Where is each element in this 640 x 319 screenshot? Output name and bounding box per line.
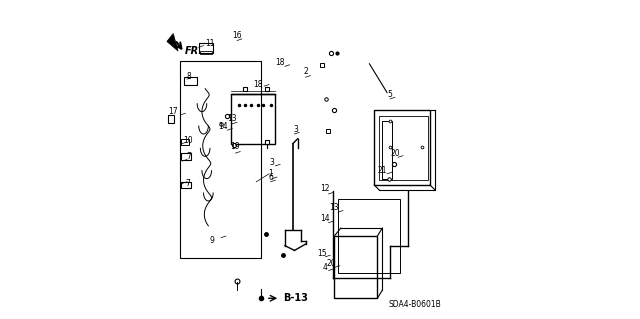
Text: 1: 1 xyxy=(268,169,273,178)
Text: 3: 3 xyxy=(294,125,298,134)
Text: 13: 13 xyxy=(330,203,339,212)
Text: 2: 2 xyxy=(303,67,308,76)
Bar xyxy=(337,199,400,273)
Bar xyxy=(199,43,213,53)
Bar xyxy=(379,116,428,180)
Text: 18: 18 xyxy=(275,58,285,67)
Text: 6: 6 xyxy=(268,173,273,182)
Text: 14: 14 xyxy=(218,122,227,130)
Bar xyxy=(181,182,191,188)
Text: 17: 17 xyxy=(168,107,178,116)
Text: 20: 20 xyxy=(390,149,400,158)
Bar xyxy=(184,77,197,85)
Text: 5: 5 xyxy=(388,90,392,99)
Text: 19: 19 xyxy=(230,142,240,151)
Text: B-13: B-13 xyxy=(284,293,308,303)
Text: 18: 18 xyxy=(253,80,262,89)
Bar xyxy=(200,51,212,54)
Text: 11: 11 xyxy=(205,39,214,48)
Text: 21: 21 xyxy=(378,166,387,175)
Polygon shape xyxy=(167,33,178,51)
Text: 7: 7 xyxy=(187,152,191,161)
Text: 13: 13 xyxy=(227,114,237,122)
Text: SDA4-B0601B: SDA4-B0601B xyxy=(388,300,441,309)
Text: 20: 20 xyxy=(326,259,336,268)
Text: 15: 15 xyxy=(317,249,326,258)
Text: 16: 16 xyxy=(232,31,242,40)
Text: 9: 9 xyxy=(209,236,214,245)
Bar xyxy=(168,115,174,123)
Bar xyxy=(181,153,191,160)
Bar xyxy=(180,61,261,258)
Text: 4: 4 xyxy=(323,263,327,272)
Text: 3: 3 xyxy=(269,158,275,167)
Bar xyxy=(382,121,392,179)
Text: 12: 12 xyxy=(320,184,330,193)
Text: 7: 7 xyxy=(185,179,190,188)
Text: FR.: FR. xyxy=(184,46,202,56)
Bar xyxy=(374,110,430,185)
Bar xyxy=(334,236,378,298)
Text: 10: 10 xyxy=(183,136,193,145)
Text: 8: 8 xyxy=(187,72,191,81)
Text: 14: 14 xyxy=(320,214,330,223)
Bar xyxy=(181,139,189,145)
Bar xyxy=(230,94,275,144)
